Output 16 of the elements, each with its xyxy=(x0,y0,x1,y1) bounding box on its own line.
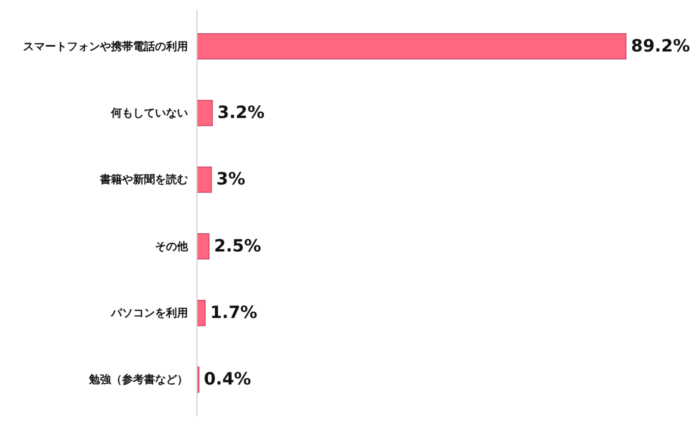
data-label: 2.5% xyxy=(214,236,262,256)
y-tick-label: その他 xyxy=(155,240,189,253)
bar xyxy=(196,33,626,60)
y-tick-label: スマートフォンや携帯電話の利用 xyxy=(23,40,188,53)
data-label: 3.2% xyxy=(217,103,265,123)
y-tick-label: 何もしていない xyxy=(110,106,188,120)
y-tick-label: 書籍や新聞を読む xyxy=(99,173,188,186)
bar xyxy=(196,166,212,193)
y-tick-label: パソコンを利用 xyxy=(110,306,188,320)
data-label: 3% xyxy=(216,170,246,190)
data-label: 1.7% xyxy=(210,303,258,323)
y-tick-label: 勉強（参考書など） xyxy=(88,373,188,386)
data-label: 0.4% xyxy=(204,370,252,390)
bar xyxy=(196,233,210,260)
data-label: 89.2% xyxy=(631,36,690,56)
bar xyxy=(196,100,213,126)
